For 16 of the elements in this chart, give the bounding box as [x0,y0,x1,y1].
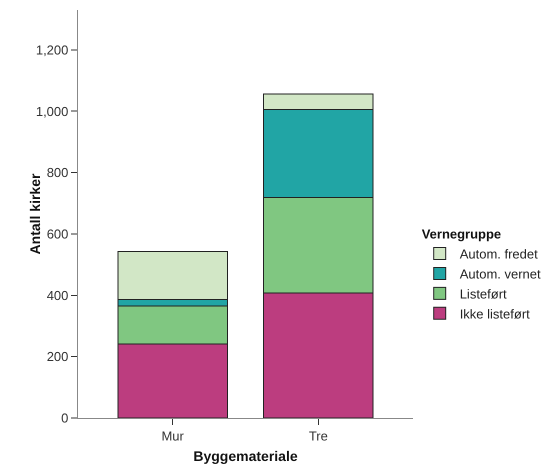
legend-label: Autom. vernet [460,266,542,282]
legend-label: Ikke listeført [460,306,530,322]
y-tick-label: 400 [46,288,68,303]
y-tick-label: 1,000 [36,104,68,119]
y-tick-label: 1,200 [36,42,68,58]
y-tick-label: 0 [61,410,68,426]
x-tick-label: Mur [161,428,185,444]
legend-label: Listeført [460,286,508,302]
legend-title: Vernegruppe [422,226,502,242]
x-axis-title: Byggemateriale [193,448,298,464]
y-tick-label: 600 [46,226,68,242]
y-axis-title: Antall kirker [27,172,43,254]
legend-label: Autom. fredet [460,246,538,262]
x-tick-label: Tre [308,428,328,444]
y-tick-label: 200 [46,349,68,364]
y-tick-label: 800 [46,165,68,180]
